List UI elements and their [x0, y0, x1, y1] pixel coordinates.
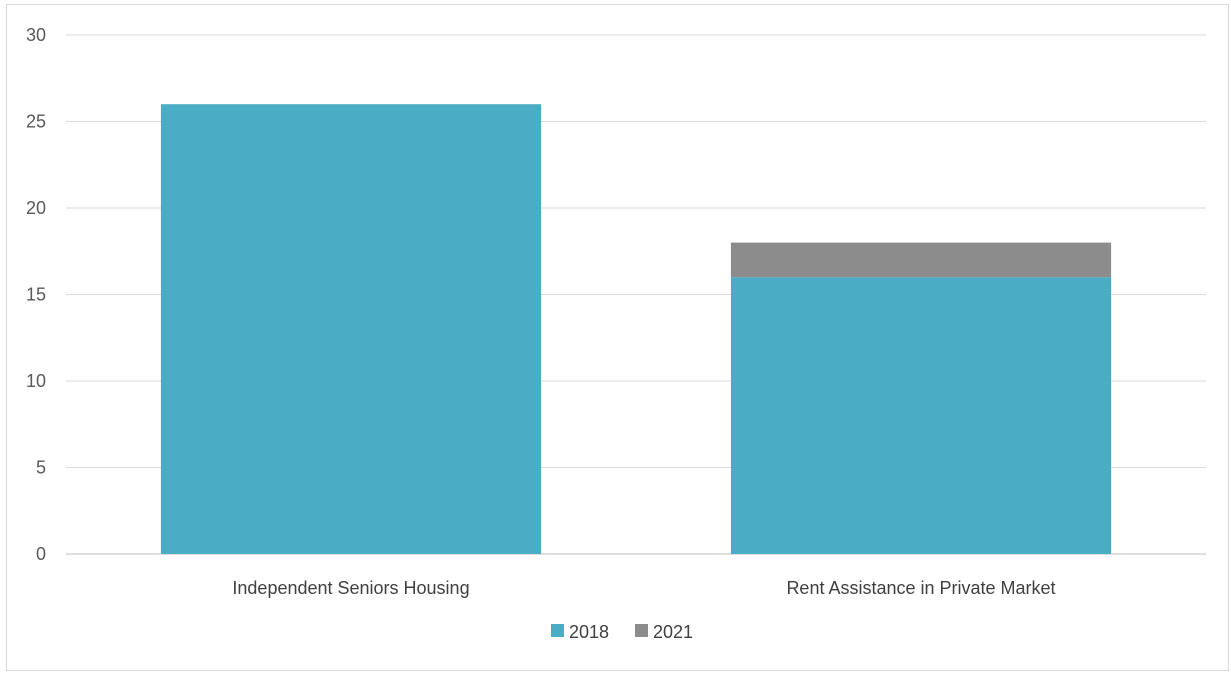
x-category-label: Independent Seniors Housing — [232, 578, 469, 598]
y-tick-label: 10 — [26, 371, 46, 391]
legend-swatch-2021 — [635, 624, 648, 637]
bars — [160, 104, 1112, 554]
y-tick-label: 25 — [26, 112, 46, 132]
legend-label-2021: 2021 — [653, 622, 693, 642]
bar-2018-1 — [730, 277, 1112, 554]
legend: 2018 2021 — [551, 622, 693, 642]
x-axis-labels: Independent Seniors Housing Rent Assistan… — [232, 578, 1055, 598]
y-tick-label: 20 — [26, 198, 46, 218]
y-tick-label: 5 — [36, 458, 46, 478]
x-category-label: Rent Assistance in Private Market — [786, 578, 1055, 598]
y-axis-ticks: 0 5 10 15 20 25 30 — [26, 25, 46, 564]
bar-2018-0 — [160, 104, 542, 554]
bar-2021-1 — [730, 242, 1112, 278]
y-tick-label: 15 — [26, 285, 46, 305]
y-tick-label: 30 — [26, 25, 46, 45]
legend-label-2018: 2018 — [569, 622, 609, 642]
legend-swatch-2018 — [551, 624, 564, 637]
y-tick-label: 0 — [36, 544, 46, 564]
